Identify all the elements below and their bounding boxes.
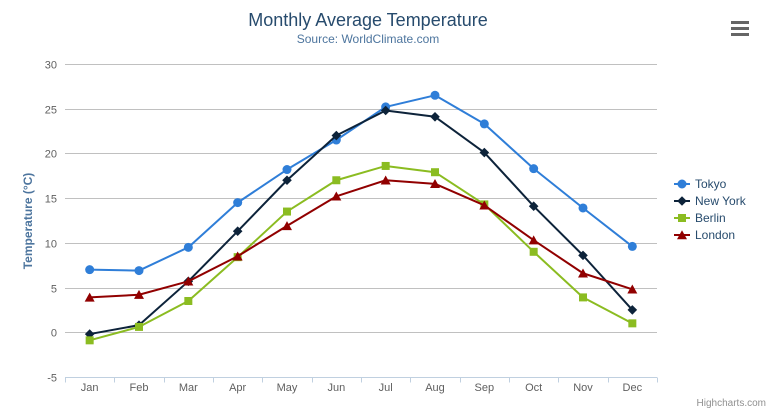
data-point-marker[interactable]: [627, 305, 638, 315]
data-point-marker[interactable]: [528, 201, 539, 211]
legend-item-london[interactable]: London: [674, 226, 746, 243]
data-point-marker[interactable]: [380, 175, 391, 185]
data-point-marker[interactable]: [430, 179, 440, 189]
series-line: [89, 109, 634, 336]
series-line: [89, 164, 633, 342]
data-point-marker[interactable]: [578, 250, 588, 261]
data-point-marker[interactable]: [183, 276, 194, 286]
legend-item-tokyo[interactable]: Tokyo: [674, 175, 746, 192]
y-axis-label: 15: [45, 194, 57, 206]
data-point-marker[interactable]: [282, 221, 292, 231]
data-point-marker[interactable]: [579, 293, 587, 302]
data-point-marker[interactable]: [183, 242, 193, 252]
legend-symbol-marker: [677, 229, 687, 239]
y-axis-title: Temperature (°C): [21, 172, 35, 270]
chart-title: Monthly Average Temperature: [248, 10, 488, 30]
legend-label: London: [695, 227, 736, 242]
x-axis-label: Sep: [475, 382, 495, 394]
data-point-marker[interactable]: [282, 165, 292, 175]
data-point-marker[interactable]: [529, 247, 538, 256]
data-point-marker[interactable]: [84, 329, 95, 339]
data-point-marker[interactable]: [134, 266, 144, 276]
x-axis-label: Aug: [425, 382, 445, 394]
data-point-marker[interactable]: [578, 268, 588, 278]
data-point-marker[interactable]: [479, 119, 489, 129]
legend-label: New York: [695, 193, 746, 208]
data-point-marker[interactable]: [232, 251, 243, 261]
data-point-marker[interactable]: [283, 207, 291, 216]
data-point-marker[interactable]: [233, 198, 243, 208]
series-line: [89, 94, 633, 272]
legend-item-new-york[interactable]: New York: [674, 192, 746, 209]
data-point-marker[interactable]: [431, 168, 439, 177]
y-axis-label: 0: [51, 328, 57, 340]
data-point-marker[interactable]: [85, 265, 95, 275]
data-point-marker[interactable]: [528, 235, 539, 245]
series-line: [89, 179, 633, 299]
hamburger-bar: [731, 27, 749, 30]
data-point-marker[interactable]: [380, 105, 391, 116]
hamburger-icon[interactable]: [731, 21, 749, 36]
y-axis-label: 10: [45, 239, 57, 251]
series-new-york[interactable]: [84, 105, 638, 339]
data-point-marker[interactable]: [331, 130, 342, 141]
x-axis-label: Dec: [623, 382, 643, 394]
x-axis-label: Feb: [130, 382, 149, 394]
data-point-marker[interactable]: [85, 336, 94, 345]
data-point-marker[interactable]: [331, 191, 342, 201]
series-london[interactable]: [84, 175, 638, 302]
data-point-marker[interactable]: [232, 226, 243, 237]
data-point-marker[interactable]: [184, 296, 193, 305]
data-point-marker[interactable]: [628, 319, 637, 328]
legend-symbol-marker: [677, 179, 687, 188]
data-point-marker[interactable]: [84, 292, 95, 302]
x-axis-label: May: [277, 382, 298, 394]
circle-series-symbol: [674, 179, 690, 188]
data-point-marker[interactable]: [627, 241, 637, 251]
data-point-marker[interactable]: [479, 200, 490, 210]
x-axis-label: Jul: [379, 382, 393, 394]
data-point-marker[interactable]: [381, 161, 390, 170]
y-axis-label: -5: [47, 373, 57, 385]
y-axis-label: 5: [51, 284, 57, 296]
data-point-marker[interactable]: [332, 176, 341, 185]
data-point-marker[interactable]: [430, 111, 440, 122]
data-point-marker[interactable]: [529, 164, 539, 174]
hamburger-bar: [731, 33, 749, 36]
x-axis-label: Jan: [81, 382, 99, 394]
credits-link[interactable]: Highcharts.com: [696, 398, 766, 409]
legend-item-berlin[interactable]: Berlin: [674, 209, 746, 226]
data-point-marker[interactable]: [430, 90, 440, 100]
diamond-series-symbol: [674, 195, 690, 206]
legend-symbol-marker: [678, 213, 686, 222]
x-axis-label: Mar: [179, 382, 198, 394]
data-point-marker[interactable]: [479, 147, 490, 158]
legend-symbol-marker: [677, 195, 687, 206]
data-point-marker[interactable]: [578, 203, 588, 213]
legend-label: Tokyo: [695, 176, 727, 191]
data-point-marker[interactable]: [282, 175, 292, 186]
y-axis-label: 30: [45, 60, 57, 72]
x-axis-label: Jun: [327, 382, 345, 394]
y-axis-label: 25: [45, 105, 57, 117]
y-axis-label: 20: [45, 149, 57, 161]
data-point-marker[interactable]: [134, 289, 144, 299]
data-point-marker[interactable]: [135, 322, 143, 331]
x-axis-label: Oct: [525, 382, 542, 394]
x-axis-label: Apr: [229, 382, 246, 394]
series-tokyo[interactable]: [85, 90, 637, 276]
hamburger-bar: [731, 21, 749, 24]
triangle-series-symbol: [674, 229, 690, 239]
data-point-marker[interactable]: [627, 284, 638, 294]
legend: Tokyo New York Berlin London: [674, 175, 746, 243]
x-axis-label: Nov: [573, 382, 593, 394]
legend-label: Berlin: [695, 210, 726, 225]
chart-subtitle: Source: WorldClimate.com: [296, 32, 440, 46]
square-series-symbol: [674, 213, 690, 222]
